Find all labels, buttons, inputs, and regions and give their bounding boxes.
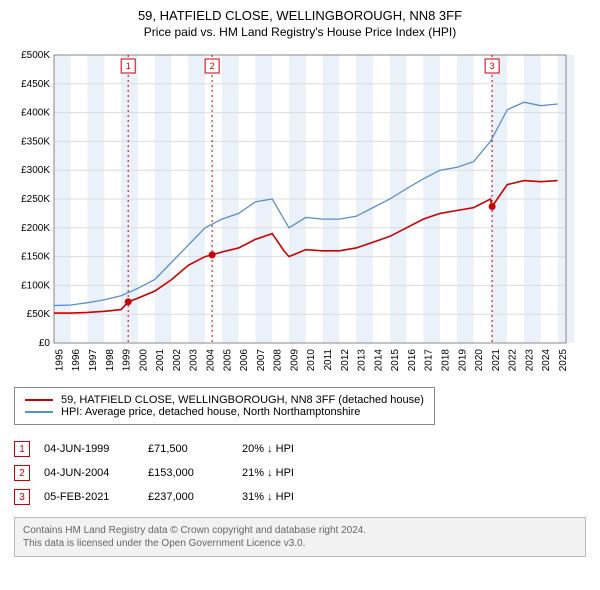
svg-text:2000: 2000	[138, 349, 149, 372]
svg-text:£0: £0	[39, 338, 51, 349]
line-chart: £0 £50K £100K £150K £200K £250K £300K £350K £400…	[8, 47, 576, 377]
svg-text:2020: 2020	[474, 349, 485, 372]
svg-text:2016: 2016	[407, 349, 418, 372]
svg-text:2024: 2024	[541, 349, 552, 372]
svg-text:2014: 2014	[373, 349, 384, 372]
svg-text:2022: 2022	[508, 349, 519, 372]
event-date: 05-FEB-2021	[44, 491, 134, 503]
svg-text:2011: 2011	[323, 349, 334, 371]
svg-text:2017: 2017	[424, 349, 435, 372]
svg-text:2: 2	[210, 61, 215, 71]
svg-text:2025: 2025	[558, 349, 569, 372]
event-badge: 3	[14, 489, 30, 505]
event-date: 04-JUN-2004	[44, 467, 134, 479]
svg-text:2009: 2009	[289, 349, 300, 372]
svg-text:1999: 1999	[122, 349, 133, 372]
svg-text:2013: 2013	[357, 349, 368, 372]
svg-text:2005: 2005	[222, 349, 233, 372]
svg-text:2008: 2008	[273, 349, 284, 372]
svg-text:2006: 2006	[239, 349, 250, 372]
event-date: 04-JUN-1999	[44, 443, 134, 455]
svg-text:2004: 2004	[205, 349, 216, 372]
license-line-2: This data is licensed under the Open Gov…	[23, 537, 577, 550]
event-badge: 2	[14, 465, 30, 481]
license-line-1: Contains HM Land Registry data © Crown c…	[23, 524, 577, 537]
event-table: 1 04-JUN-1999 £71,500 20% ↓ HPI 2 04-JUN-2004…	[14, 437, 586, 509]
legend: 59, HATFIELD CLOSE, WELLINGBOROUGH, NN8 …	[14, 387, 435, 425]
svg-text:1: 1	[126, 61, 131, 71]
legend-label: 59, HATFIELD CLOSE, WELLINGBOROUGH, NN8 …	[61, 394, 424, 406]
svg-text:2018: 2018	[440, 349, 451, 372]
svg-text:2015: 2015	[390, 349, 401, 372]
svg-text:£350K: £350K	[21, 136, 50, 147]
chart-container: £0 £50K £100K £150K £200K £250K £300K £350K £400…	[8, 47, 592, 377]
event-delta: 20% ↓ HPI	[242, 443, 332, 455]
svg-text:£100K: £100K	[21, 280, 50, 291]
svg-text:2021: 2021	[491, 349, 502, 372]
svg-text:£300K: £300K	[21, 165, 50, 176]
svg-text:2019: 2019	[457, 349, 468, 372]
svg-text:2002: 2002	[172, 349, 183, 372]
license-footer: Contains HM Land Registry data © Crown c…	[14, 517, 586, 557]
event-row: 1 04-JUN-1999 £71,500 20% ↓ HPI	[14, 437, 586, 461]
svg-text:£150K: £150K	[21, 252, 50, 263]
svg-text:£200K: £200K	[21, 223, 50, 234]
svg-text:2010: 2010	[306, 349, 317, 372]
svg-text:1996: 1996	[71, 349, 82, 372]
svg-text:2003: 2003	[189, 349, 200, 372]
event-delta: 31% ↓ HPI	[242, 491, 332, 503]
svg-text:1995: 1995	[54, 349, 65, 372]
svg-text:£50K: £50K	[27, 309, 51, 320]
chart-title: 59, HATFIELD CLOSE, WELLINGBOROUGH, NN8 …	[8, 8, 592, 23]
legend-row: HPI: Average price, detached house, Nort…	[25, 406, 424, 418]
svg-text:3: 3	[490, 61, 495, 71]
legend-swatch	[25, 411, 53, 413]
title-block: 59, HATFIELD CLOSE, WELLINGBOROUGH, NN8 …	[8, 8, 592, 39]
chart-subtitle: Price paid vs. HM Land Registry's House …	[8, 25, 592, 39]
event-price: £153,000	[148, 467, 228, 479]
svg-text:2007: 2007	[256, 349, 267, 372]
event-badge: 1	[14, 441, 30, 457]
event-row: 2 04-JUN-2004 £153,000 21% ↓ HPI	[14, 461, 586, 485]
legend-swatch	[25, 399, 53, 401]
legend-label: HPI: Average price, detached house, Nort…	[61, 406, 360, 418]
event-price: £237,000	[148, 491, 228, 503]
svg-text:2023: 2023	[524, 349, 535, 372]
svg-text:1998: 1998	[105, 349, 116, 372]
svg-text:£250K: £250K	[21, 194, 50, 205]
svg-text:1997: 1997	[88, 349, 99, 372]
svg-text:£400K: £400K	[21, 108, 50, 119]
svg-text:£450K: £450K	[21, 79, 50, 90]
legend-row: 59, HATFIELD CLOSE, WELLINGBOROUGH, NN8 …	[25, 394, 424, 406]
svg-text:2001: 2001	[155, 349, 166, 372]
event-delta: 21% ↓ HPI	[242, 467, 332, 479]
svg-text:£500K: £500K	[21, 50, 50, 61]
svg-text:2012: 2012	[340, 349, 351, 372]
event-row: 3 05-FEB-2021 £237,000 31% ↓ HPI	[14, 485, 586, 509]
event-price: £71,500	[148, 443, 228, 455]
